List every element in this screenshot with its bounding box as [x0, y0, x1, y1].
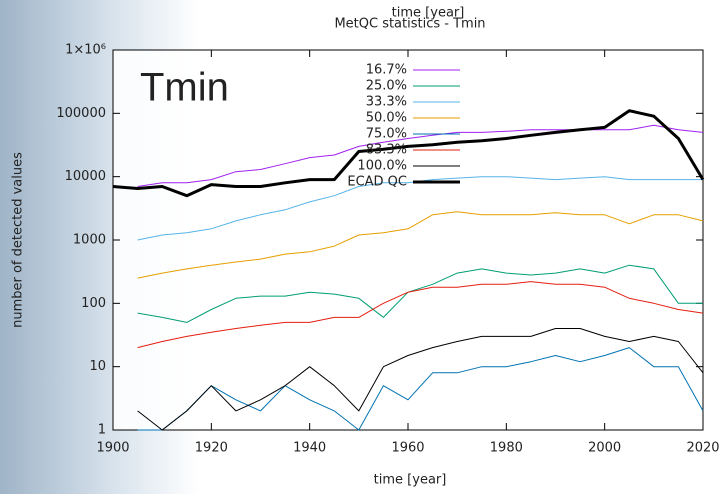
legend-label: 100.0%: [357, 159, 407, 174]
y-tick-label: 100: [81, 296, 106, 311]
y-tick-label: 10000: [65, 169, 106, 184]
top-axis-label: time [year]: [392, 6, 465, 21]
y-axis-label: number of detected values: [11, 152, 26, 328]
chart-title: MetQC statistics - Tmin: [334, 17, 485, 32]
series-line: [137, 281, 704, 349]
x-axis-label: time [year]: [374, 473, 447, 488]
annotation: Tmin: [140, 66, 229, 110]
legend-label: 16.7%: [366, 63, 407, 78]
y-tick-label: 1000: [73, 233, 106, 248]
x-tick-label: 1940: [293, 441, 326, 456]
x-tick-label: 1960: [391, 441, 424, 456]
y-tick-label: 100000: [56, 106, 106, 121]
series-line: [137, 264, 703, 323]
x-tick-label: 1980: [490, 441, 523, 456]
y-tick-label: 10: [89, 359, 106, 374]
x-tick-label: 2020: [686, 441, 719, 456]
y-tick-label: 1: [98, 423, 106, 438]
series-line: [137, 124, 704, 187]
series-line: [112, 109, 705, 198]
legend-label: 25.0%: [366, 79, 407, 94]
series-line: [137, 347, 704, 431]
y-tick-label: 1×10⁶: [65, 43, 106, 58]
legend-label: 75.0%: [366, 127, 407, 142]
x-tick-label: 1920: [195, 441, 228, 456]
series-line: [137, 328, 704, 431]
legend-label: 83.3%: [366, 143, 407, 158]
plot-background: [113, 50, 703, 430]
legend-label: 50.0%: [366, 111, 407, 126]
legend-label: 33.3%: [366, 95, 407, 110]
series-line: [137, 211, 704, 279]
x-tick-label: 2000: [588, 441, 621, 456]
legend-label: ECAD QC: [347, 175, 407, 190]
x-tick-label: 1900: [96, 441, 129, 456]
